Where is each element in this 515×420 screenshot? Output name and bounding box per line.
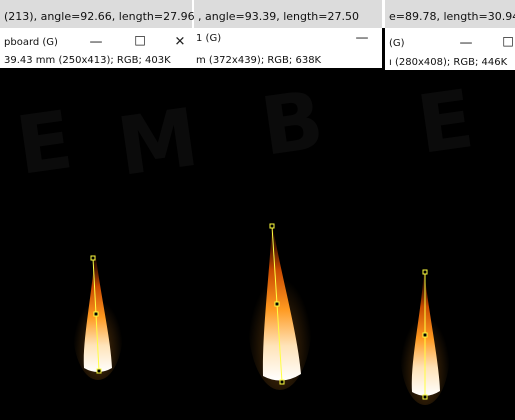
- handle[interactable]: [423, 270, 427, 274]
- watermark-letter: M: [112, 91, 204, 194]
- status-text: (213), angle=92.66, length=27.96: [4, 10, 195, 23]
- minimize-button[interactable]: —: [90, 35, 103, 50]
- handle[interactable]: [275, 302, 279, 306]
- handle[interactable]: [97, 369, 101, 373]
- page: {"windows": [ {"status": "(213), angle=9…: [0, 0, 515, 420]
- separator: [382, 28, 385, 70]
- image-info: 39.43 mm (250x413); RGB; 403K: [4, 55, 171, 66]
- window-title: 1 (G): [196, 33, 221, 44]
- maximize-button[interactable]: ☐: [502, 36, 514, 51]
- window-title: (G): [389, 38, 405, 49]
- handle[interactable]: [270, 224, 274, 228]
- screenshot: E M B E (213), angle=92.66, length=27.96…: [0, 0, 515, 420]
- handle[interactable]: [423, 395, 427, 399]
- handle[interactable]: [280, 380, 284, 384]
- image-info: m (372x439); RGB; 638K: [196, 55, 322, 66]
- handle[interactable]: [91, 256, 95, 260]
- image-info: ı (280x408); RGB; 446K: [389, 57, 508, 68]
- handle[interactable]: [423, 333, 427, 337]
- minimize-button[interactable]: —: [460, 36, 473, 51]
- maximize-button[interactable]: ☐: [134, 35, 146, 50]
- status-text: e=89.78, length=30.94: [389, 10, 515, 23]
- close-button[interactable]: ✕: [175, 35, 186, 50]
- handle[interactable]: [94, 312, 98, 316]
- status-text: , angle=93.39, length=27.50: [198, 10, 359, 23]
- watermark-letter: B: [256, 73, 329, 174]
- minimize-button[interactable]: —: [356, 31, 369, 46]
- gap: [382, 0, 385, 32]
- window-title: pboard (G): [4, 37, 58, 48]
